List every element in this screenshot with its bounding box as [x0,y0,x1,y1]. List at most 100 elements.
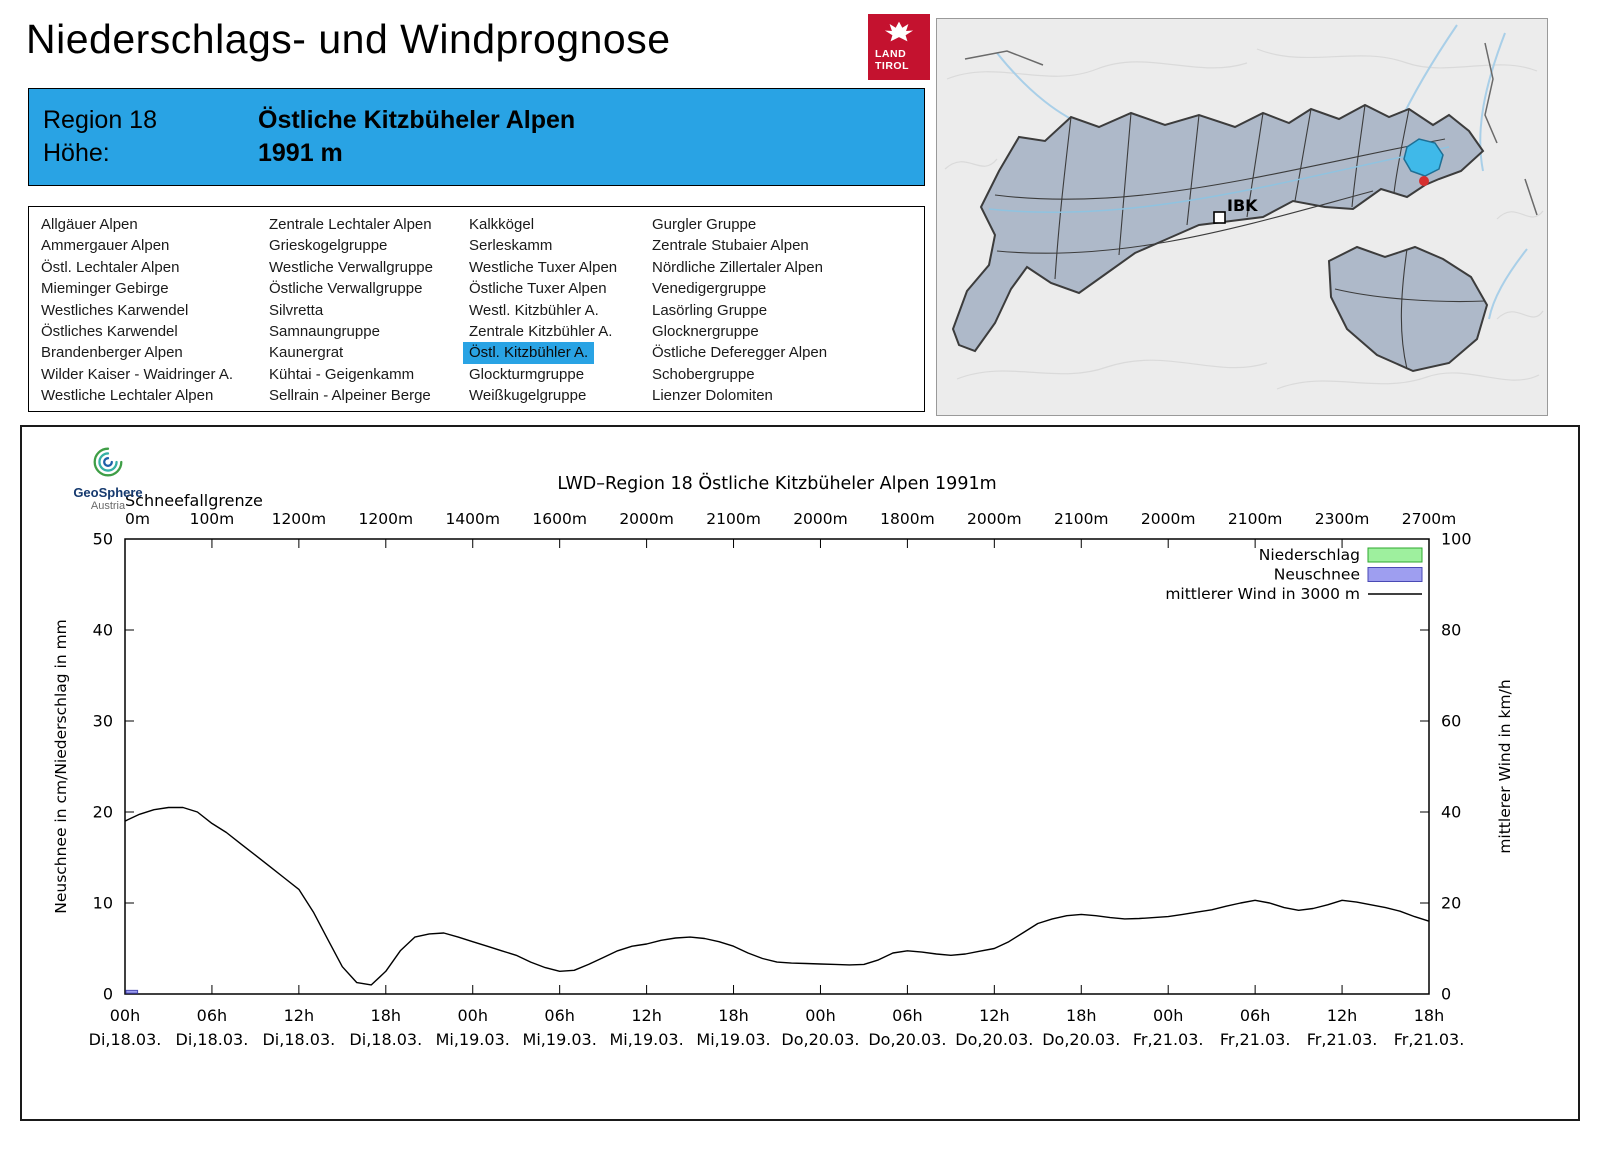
region-list-item[interactable]: Östliches Karwendel [41,322,178,340]
region-list-item[interactable]: Schobergruppe [652,365,755,383]
y-right-tick: 80 [1441,621,1461,640]
region-list-item[interactable]: Östl. Lechtaler Alpen [41,258,180,276]
tirol-logo-text-1: LAND [875,48,907,60]
region-list-item[interactable]: Brandenberger Alpen [41,344,183,362]
map-location-dot [1419,176,1429,186]
region-list-item[interactable]: Venedigergruppe [652,280,767,298]
chart-title: LWD–Region 18 Östliche Kitzbüheler Alpen… [557,472,996,494]
geosphere-sub: Austria [90,500,126,513]
legend-label: Niederschlag [1259,546,1360,564]
region-list-item[interactable]: Mieminger Gebirge [41,280,169,298]
legend-label: mittlerer Wind in 3000 m [1165,585,1360,603]
region-list-item[interactable]: Nördliche Zillertaler Alpen [652,258,823,276]
region-list-item[interactable]: Westl. Kitzbühler A. [469,301,599,319]
region-list-item[interactable]: Kaunergrat [269,344,344,362]
x-tick-date: Di,18.03. [262,1030,335,1049]
x-tick-hour: 18h [371,1006,402,1025]
region-list-item[interactable]: Gurgler Gruppe [652,216,757,233]
map-selected-region[interactable] [1403,138,1444,177]
x-tick-hour: 12h [1327,1006,1358,1025]
x-tick-hour: 00h [805,1006,836,1025]
x-tick-date: Mi,19.03. [523,1030,597,1049]
map-region-east-tirol[interactable] [1327,245,1489,373]
snowline-value: 1800m [880,510,935,528]
y-right-tick: 40 [1441,803,1461,822]
region-list-item[interactable]: Östl. Kitzbühler A. [463,342,595,364]
snowline-value: 2100m [1228,510,1283,528]
map-subregion-borders-east [1334,248,1486,370]
region-list-item[interactable]: Allgäuer Alpen [41,216,138,233]
region-list-item[interactable]: Westliche Verwallgruppe [269,258,433,276]
snowline-value: 2000m [1141,510,1196,528]
snowline-value: 2000m [967,510,1022,528]
x-tick-hour: 00h [1153,1006,1184,1025]
region-list-item[interactable]: Glocknergruppe [652,322,759,340]
map-ibk-marker [1213,211,1226,224]
x-tick-hour: 18h [1414,1006,1445,1025]
region-list-item[interactable]: Westliche Lechtaler Alpen [41,387,214,405]
region-list-item[interactable]: Westliches Karwendel [41,301,189,319]
y-right-tick: 100 [1441,530,1472,549]
region-list-item[interactable]: Kalkkögel [469,216,535,233]
region-list-item[interactable]: Weißkugelgruppe [469,387,587,405]
region-list-item[interactable]: Glockturmgruppe [469,365,585,383]
x-tick-date: Fr,21.03. [1220,1030,1291,1049]
x-tick-date: Do,20.03. [781,1030,859,1049]
x-tick-hour: 12h [284,1006,315,1025]
x-tick-date: Mi,19.03. [696,1030,770,1049]
region-list-item[interactable]: Östliche Verwallgruppe [269,280,423,298]
y-left-tick: 40 [93,621,113,640]
snowline-label: Schneefallgrenze [125,491,263,510]
forecast-chart-panel: GeoSphere Austria LWD–Region 18 Östliche… [20,425,1580,1121]
neuschnee-bar [125,989,139,994]
x-tick-hour: 06h [197,1006,228,1025]
region-list-item[interactable]: Silvretta [269,301,324,319]
y-left-tick: 20 [93,803,113,822]
snowline-value: 100m [190,510,235,528]
region-list-item[interactable]: Sellrain - Alpeiner Berge [269,387,431,405]
region-list-item[interactable]: Lasörling Gruppe [652,301,768,319]
legend-swatch [1367,547,1423,563]
geosphere-spiral-icon [93,447,123,477]
region-list-item[interactable]: Samnaungruppe [269,322,380,340]
region-list-item[interactable]: Wilder Kaiser - Waidringer A. [41,365,233,383]
tirol-map[interactable]: IBK [937,19,1547,415]
x-tick-date: Fr,21.03. [1133,1030,1204,1049]
y-left-tick: 50 [93,530,113,549]
region-list-item[interactable]: Ammergauer Alpen [41,237,170,255]
x-tick-hour: 18h [718,1006,749,1025]
region-list-column: Zentrale Lechtaler Alpen Grieskogelgruppe… [263,214,463,411]
region-list-item[interactable]: Grieskogelgruppe [269,237,388,255]
legend-swatch [1367,567,1423,582]
y-right-axis-title: mittlerer Wind in km/h [1496,679,1514,853]
snowline-value: 1400m [445,510,500,528]
x-tick-hour: 12h [631,1006,662,1025]
x-tick-date: Mi,19.03. [609,1030,683,1049]
region-list-item[interactable]: Östliche Deferegger Alpen [652,344,828,362]
region-number-label: Region 18 [43,106,157,134]
region-list-item[interactable]: Lienzer Dolomiten [652,387,773,405]
inn-river [988,146,1450,214]
map-region-north-tirol[interactable] [951,103,1485,353]
y-left-axis-title: Neuschnee in cm/Niederschlag in mm [52,619,70,914]
region-list-item[interactable]: Zentrale Stubaier Alpen [652,237,809,255]
altitude-label: Höhe: [43,139,110,167]
altitude-value: 1991 m [258,139,343,167]
region-list-item[interactable]: Östliche Tuxer Alpen [469,280,607,298]
x-tick-hour: 00h [457,1006,488,1025]
plot-border [124,538,1430,995]
region-list-item[interactable]: Zentrale Kitzbühler A. [469,322,613,340]
x-tick-date: Fr,21.03. [1394,1030,1465,1049]
map-ibk-label: IBK [1227,196,1258,215]
snowline-value: 2000m [619,510,674,528]
region-list-item[interactable]: Serleskamm [469,237,553,255]
x-tick-hour: 12h [979,1006,1010,1025]
y-right-tick: 20 [1441,894,1461,913]
x-tick-date: Di,18.03. [176,1030,249,1049]
region-list-item[interactable]: Zentrale Lechtaler Alpen [269,216,432,233]
snowline-value: 1200m [359,510,414,528]
region-list-item[interactable]: Westliche Tuxer Alpen [469,258,618,276]
map-subregion-borders [994,104,1446,280]
region-list-item[interactable]: Kühtai - Geigenkamm [269,365,415,383]
page-title: Niederschlags- und Windprognose [26,16,671,62]
